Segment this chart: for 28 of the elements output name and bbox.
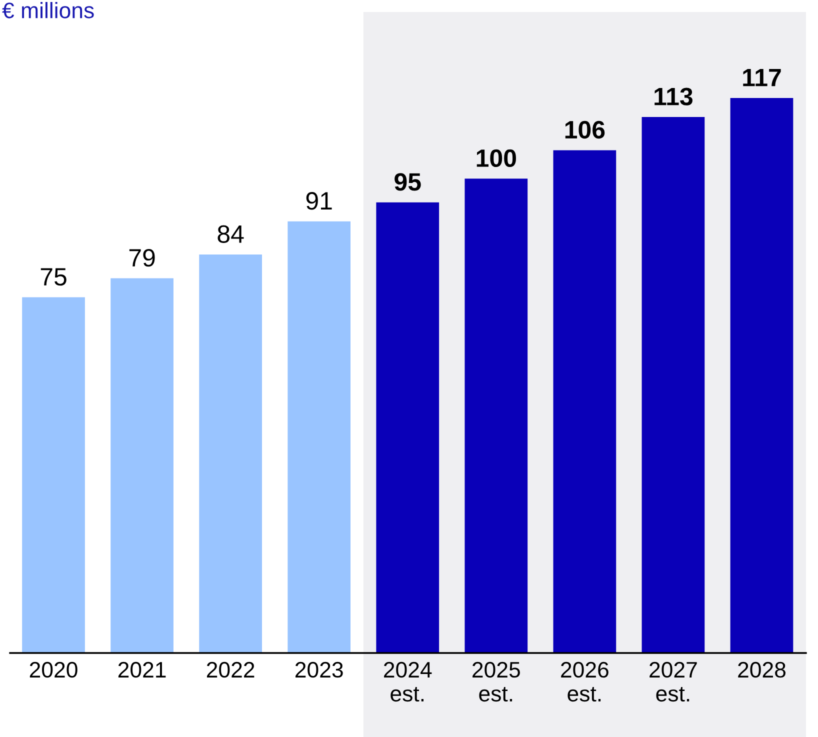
- data-label: 84: [218, 225, 244, 243]
- x-tick-label: 2022: [206, 662, 254, 678]
- bar: [464, 178, 528, 653]
- bar: [376, 202, 440, 653]
- data-label: 113: [654, 88, 692, 106]
- data-label: 117: [743, 68, 781, 86]
- data-label: 79: [129, 248, 155, 267]
- bar: [22, 297, 85, 653]
- x-tick-label: 2028: [738, 662, 786, 678]
- x-tick-label: 2027 est.: [650, 662, 697, 702]
- x-tick-label: 2023: [296, 662, 343, 678]
- data-label: 100: [476, 149, 516, 168]
- bar: [642, 116, 705, 653]
- data-label: 95: [394, 173, 421, 191]
- data-label: 91: [306, 192, 332, 210]
- x-tick-label: 2024 est.: [384, 662, 432, 702]
- x-tick-label: 2026 est.: [561, 662, 608, 702]
- y-axis-title: € millions: [2, 2, 94, 18]
- x-tick-label: 2020: [30, 662, 78, 678]
- bar: [553, 150, 616, 653]
- x-tick-label: 2025 est.: [472, 662, 520, 702]
- bar: [730, 98, 794, 653]
- data-label: 106: [565, 120, 605, 139]
- bar: [288, 221, 351, 653]
- bar: [110, 278, 174, 653]
- data-label: 75: [40, 268, 66, 286]
- bar: [199, 254, 262, 653]
- x-tick-label: 2021: [118, 662, 166, 678]
